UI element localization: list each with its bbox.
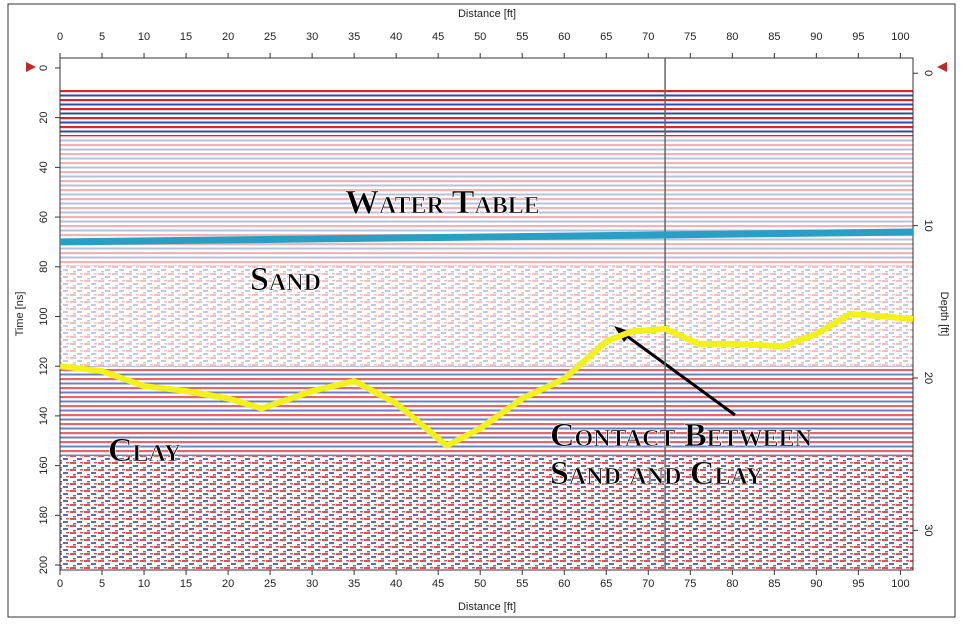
x-tick-label: 50 bbox=[474, 578, 486, 590]
x-tick-label: 65 bbox=[600, 578, 612, 590]
y-tick-label: 20 bbox=[38, 112, 50, 124]
x-tick-label: 100 bbox=[891, 31, 909, 43]
x-tick-label: 15 bbox=[180, 578, 192, 590]
marker bbox=[26, 62, 36, 72]
x-tick-label: 100 bbox=[891, 578, 909, 590]
x-tick-label: 90 bbox=[810, 578, 822, 590]
y-tick-label: 200 bbox=[38, 556, 50, 574]
annotation: Water Table bbox=[345, 184, 540, 221]
x-tick-label: 65 bbox=[600, 31, 612, 43]
radar-image bbox=[60, 58, 913, 570]
annotation: Contact Between bbox=[550, 417, 813, 454]
y-tick-label: 120 bbox=[38, 357, 50, 375]
x-tick-label: 95 bbox=[852, 31, 864, 43]
x-tick-label: 80 bbox=[726, 31, 738, 43]
x-tick-label: 0 bbox=[57, 31, 63, 43]
x-tick-label: 85 bbox=[768, 578, 780, 590]
y2-tick-label: 20 bbox=[922, 372, 934, 384]
y-tick-label: 160 bbox=[38, 456, 50, 474]
chart: Distance [ft] Distance [ft] Time [ns] De… bbox=[0, 0, 963, 621]
y-tick-label: 40 bbox=[38, 161, 50, 173]
x-tick-label: 35 bbox=[348, 578, 360, 590]
x-tick-label: 0 bbox=[57, 578, 63, 590]
x-tick-label: 45 bbox=[432, 31, 444, 43]
x-tick-label: 20 bbox=[222, 31, 234, 43]
x-axis-title: Distance [ft] bbox=[458, 8, 516, 20]
x-tick-label: 60 bbox=[558, 578, 570, 590]
x-tick-label: 75 bbox=[684, 31, 696, 43]
x-tick-label: 55 bbox=[516, 578, 528, 590]
x-tick-label: 40 bbox=[390, 578, 402, 590]
y-tick-label: 100 bbox=[38, 307, 50, 325]
y-tick-label: 80 bbox=[38, 261, 50, 273]
y2-axis-title: Depth [ft] bbox=[938, 292, 950, 337]
x-tick-label: 40 bbox=[390, 31, 402, 43]
marker bbox=[937, 62, 947, 72]
x-tick-label: 85 bbox=[768, 31, 780, 43]
x-tick-label: 10 bbox=[138, 31, 150, 43]
x-tick-label: 50 bbox=[474, 31, 486, 43]
x-tick-label: 5 bbox=[99, 31, 105, 43]
x-tick-label: 20 bbox=[222, 578, 234, 590]
annotation: Sand and Clay bbox=[550, 455, 763, 492]
x-tick-label: 60 bbox=[558, 31, 570, 43]
x-tick-label: 95 bbox=[852, 578, 864, 590]
annotation: Clay bbox=[108, 432, 181, 469]
x-axis-title: Distance [ft] bbox=[458, 601, 516, 613]
x-tick-label: 45 bbox=[432, 578, 444, 590]
x-tick-label: 25 bbox=[264, 31, 276, 43]
x-tick-label: 70 bbox=[642, 578, 654, 590]
x-tick-label: 5 bbox=[99, 578, 105, 590]
x-tick-label: 80 bbox=[726, 578, 738, 590]
x-tick-label: 15 bbox=[180, 31, 192, 43]
y2-tick-label: 30 bbox=[922, 524, 934, 536]
x-tick-label: 75 bbox=[684, 578, 696, 590]
y-tick-label: 140 bbox=[38, 407, 50, 425]
y-tick-label: 0 bbox=[38, 65, 50, 71]
x-tick-label: 55 bbox=[516, 31, 528, 43]
x-tick-label: 30 bbox=[306, 578, 318, 590]
y-tick-label: 180 bbox=[38, 506, 50, 524]
x-tick-label: 70 bbox=[642, 31, 654, 43]
x-tick-label: 35 bbox=[348, 31, 360, 43]
x-tick-label: 30 bbox=[306, 31, 318, 43]
x-tick-label: 10 bbox=[138, 578, 150, 590]
x-tick-label: 90 bbox=[810, 31, 822, 43]
x-tick-label: 25 bbox=[264, 578, 276, 590]
y-axis-title: Time [ns] bbox=[14, 292, 26, 337]
y-tick-label: 60 bbox=[38, 211, 50, 223]
y2-tick-label: 10 bbox=[922, 219, 934, 231]
y2-tick-label: 0 bbox=[922, 70, 934, 76]
annotation: Sand bbox=[250, 261, 321, 298]
